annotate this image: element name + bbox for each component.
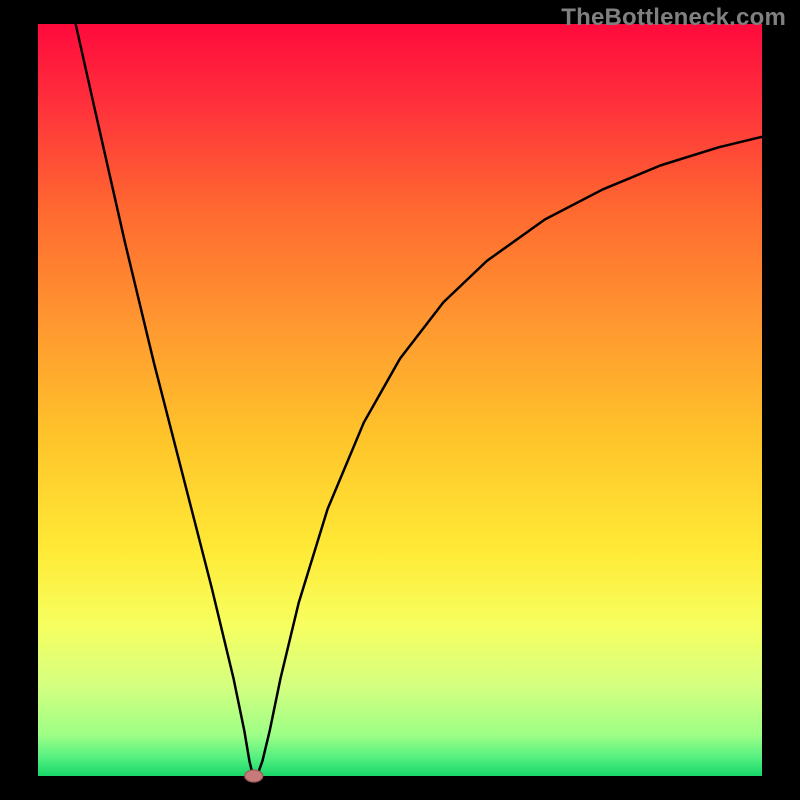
- chart-container: TheBottleneck.com: [0, 0, 800, 800]
- watermark-label: TheBottleneck.com: [561, 4, 786, 32]
- optimal-point-marker: [245, 770, 263, 782]
- chart-background-gradient: [38, 24, 762, 776]
- bottleneck-chart: [0, 0, 800, 800]
